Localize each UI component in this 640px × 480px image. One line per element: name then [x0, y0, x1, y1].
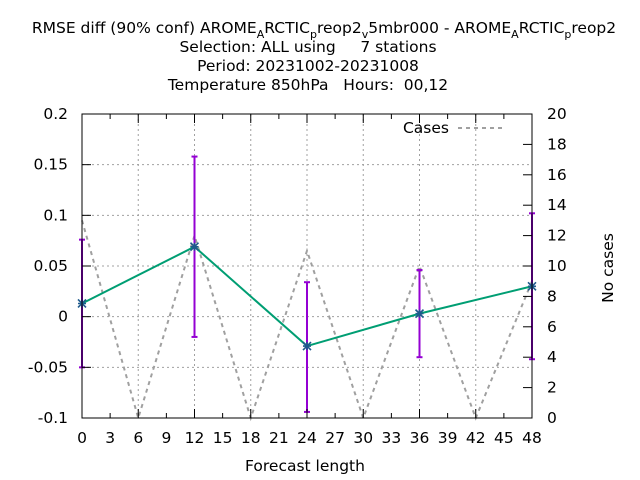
- x-tick-label: 6: [133, 429, 143, 447]
- y2-tick-label: 14: [547, 196, 567, 214]
- title-segment: RCTIC: [519, 19, 565, 37]
- y2-tick-label: 6: [547, 318, 557, 336]
- y2-tick-label: 2: [547, 379, 557, 397]
- cases-line: [81, 220, 533, 422]
- y-tick-label: 0: [58, 308, 68, 326]
- title-subscript: A: [257, 28, 265, 41]
- x-tick-label: 0: [77, 429, 87, 447]
- x-tick-label: 24: [297, 429, 317, 447]
- legend: Cases: [403, 119, 506, 137]
- title-subscript: v: [362, 28, 369, 41]
- title-segment: RMSE diff (90% conf) AROME: [32, 19, 257, 37]
- y2-tick-label: 12: [547, 227, 567, 245]
- chart-title: RMSE diff (90% conf) AROMEARCTICpreop2v5…: [32, 19, 616, 94]
- y-tick-label: -0.05: [28, 358, 68, 376]
- y2-tick-label: 8: [547, 287, 557, 305]
- y-tick-label: 0.05: [33, 257, 68, 275]
- x-tick-label: 9: [161, 429, 171, 447]
- y-tick-label: 0.15: [33, 156, 68, 174]
- y2-tick-label: 0: [547, 409, 557, 427]
- x-tick-label: 45: [494, 429, 514, 447]
- x-tick-label: 36: [410, 429, 430, 447]
- y2-tick-label: 18: [547, 135, 567, 153]
- y-tick-label: 0.2: [43, 105, 68, 123]
- x-tick-labels: 0 3 6 9 12 15 18 21 24 27 30 33 36 39 42 45 48: [77, 429, 542, 447]
- title-line-3: Period: 20231002-20231008: [197, 57, 419, 75]
- x-tick-label: 15: [213, 429, 233, 447]
- y-tick-label: -0.1: [38, 409, 68, 427]
- rmse-diff-point: [189, 242, 200, 252]
- x-tick-label: 3: [105, 429, 115, 447]
- x-tick-label: 48: [522, 429, 542, 447]
- x-tick-label: 21: [269, 429, 289, 447]
- title-segment: RCTIC: [264, 19, 310, 37]
- y2-tick-label: 4: [547, 348, 557, 366]
- y2-tick-label: 16: [547, 166, 567, 184]
- rmse-diff-point: [302, 341, 312, 351]
- x-axis-label: Forecast length: [245, 457, 365, 475]
- x-tick-label: 42: [466, 429, 486, 447]
- legend-label-cases: Cases: [403, 119, 449, 137]
- title-subscript: p: [564, 28, 571, 41]
- axis-ticks: [81, 113, 533, 419]
- title-subscript: A: [511, 28, 519, 41]
- title-segment: reop2: [317, 19, 362, 37]
- x-tick-label: 30: [353, 429, 373, 447]
- rmse-diff-point: [414, 309, 425, 319]
- x-tick-label: 12: [185, 429, 205, 447]
- y2-axis-label: No cases: [599, 233, 617, 303]
- title-line-1: RMSE diff (90% conf) AROMEARCTICpreop2v5…: [32, 19, 616, 41]
- y2-tick-label: 10: [547, 257, 567, 275]
- y-tick-labels: -0.1 -0.05 0 0.05 0.1 0.15 0.2: [28, 105, 68, 427]
- title-line-4: Temperature 850hPa Hours: 00,12: [167, 76, 448, 94]
- x-tick-label: 27: [325, 429, 345, 447]
- x-tick-label: 18: [241, 429, 261, 447]
- title-segment: reop2: [571, 19, 616, 37]
- series-cases: [81, 220, 533, 422]
- y-tick-label: 0.1: [43, 206, 68, 224]
- title-line-2: Selection: ALL using 7 stations: [179, 38, 436, 56]
- x-tick-label: 33: [382, 429, 402, 447]
- y2-tick-label: 20: [547, 105, 567, 123]
- title-subscript: p: [310, 28, 317, 41]
- title-segment: 5mbr000 - AROME: [368, 19, 511, 37]
- y2-tick-labels: 0 2 4 6 8 10 12 14 16 18 20: [547, 105, 567, 427]
- x-tick-label: 39: [438, 429, 458, 447]
